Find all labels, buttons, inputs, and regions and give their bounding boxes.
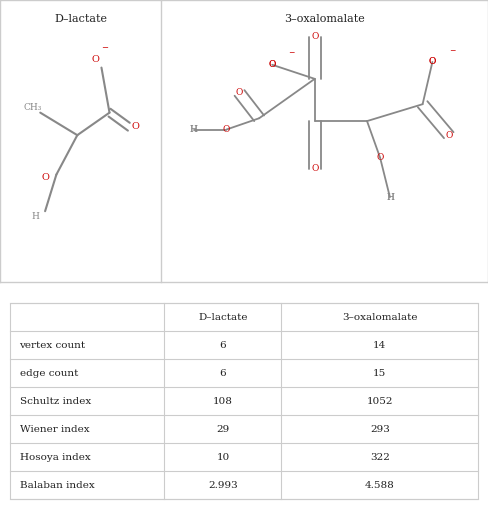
Text: O: O bbox=[236, 89, 243, 97]
Text: O: O bbox=[429, 57, 436, 67]
Text: 293: 293 bbox=[370, 425, 390, 434]
Text: 6: 6 bbox=[220, 369, 226, 378]
Text: O: O bbox=[376, 153, 384, 162]
Text: CH₃: CH₃ bbox=[23, 102, 41, 112]
Text: 4.588: 4.588 bbox=[365, 481, 395, 489]
Text: O: O bbox=[445, 131, 452, 140]
Text: 6: 6 bbox=[220, 341, 226, 350]
Text: O: O bbox=[41, 173, 49, 182]
Text: 3–oxalomalate: 3–oxalomalate bbox=[284, 14, 365, 24]
Text: H: H bbox=[190, 125, 198, 134]
Text: O: O bbox=[91, 55, 99, 63]
Text: −: − bbox=[288, 50, 295, 57]
Text: Wiener index: Wiener index bbox=[20, 425, 89, 434]
Text: −: − bbox=[449, 47, 455, 55]
Text: H: H bbox=[386, 193, 394, 202]
Text: H: H bbox=[32, 212, 40, 221]
FancyBboxPatch shape bbox=[10, 304, 478, 499]
Text: −: − bbox=[101, 44, 108, 52]
Text: 15: 15 bbox=[373, 369, 386, 378]
Text: O: O bbox=[429, 57, 436, 67]
Text: H: H bbox=[190, 125, 198, 134]
Text: edge count: edge count bbox=[20, 369, 78, 378]
Text: 14: 14 bbox=[373, 341, 386, 350]
Text: 322: 322 bbox=[370, 453, 390, 462]
Text: 108: 108 bbox=[213, 397, 233, 406]
Text: Schultz index: Schultz index bbox=[20, 397, 91, 406]
Text: vertex count: vertex count bbox=[20, 341, 86, 350]
Text: 1052: 1052 bbox=[366, 397, 393, 406]
Text: 3–oxalomalate: 3–oxalomalate bbox=[342, 313, 418, 322]
Text: O: O bbox=[131, 122, 139, 131]
Text: 2.993: 2.993 bbox=[208, 481, 238, 489]
Text: O: O bbox=[223, 125, 230, 134]
Text: D–lactate: D–lactate bbox=[54, 14, 107, 24]
Text: O: O bbox=[311, 164, 318, 174]
Text: 10: 10 bbox=[216, 453, 229, 462]
Text: O: O bbox=[268, 60, 276, 69]
Text: O: O bbox=[311, 32, 318, 41]
Text: 29: 29 bbox=[216, 425, 229, 434]
Text: D–lactate: D–lactate bbox=[198, 313, 248, 322]
Text: Hosoya index: Hosoya index bbox=[20, 453, 90, 462]
Text: O: O bbox=[268, 60, 276, 69]
Text: H: H bbox=[386, 193, 394, 202]
Text: Balaban index: Balaban index bbox=[20, 481, 94, 489]
